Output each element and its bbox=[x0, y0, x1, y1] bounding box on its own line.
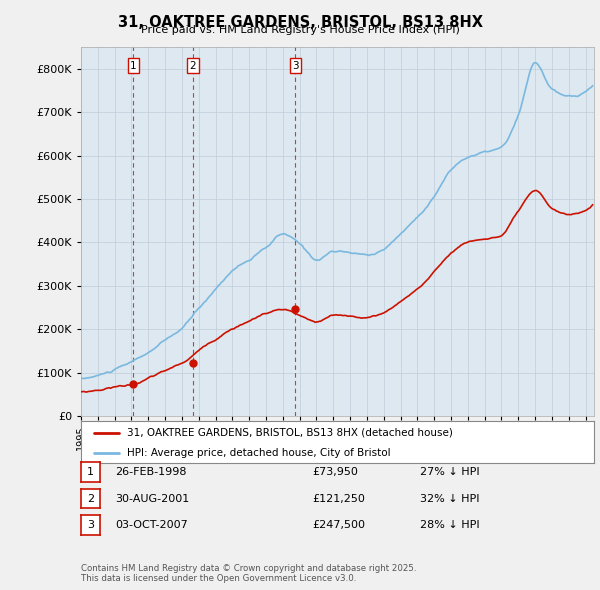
Text: 2: 2 bbox=[190, 61, 196, 71]
Text: 31, OAKTREE GARDENS, BRISTOL, BS13 8HX (detached house): 31, OAKTREE GARDENS, BRISTOL, BS13 8HX (… bbox=[127, 428, 453, 438]
Text: £121,250: £121,250 bbox=[312, 494, 365, 503]
Text: HPI: Average price, detached house, City of Bristol: HPI: Average price, detached house, City… bbox=[127, 448, 391, 457]
Text: 1: 1 bbox=[130, 61, 137, 71]
Text: 27% ↓ HPI: 27% ↓ HPI bbox=[420, 467, 479, 477]
Text: 1: 1 bbox=[87, 467, 94, 477]
Text: 3: 3 bbox=[292, 61, 299, 71]
Text: £247,500: £247,500 bbox=[312, 520, 365, 530]
Text: 32% ↓ HPI: 32% ↓ HPI bbox=[420, 494, 479, 503]
Text: 28% ↓ HPI: 28% ↓ HPI bbox=[420, 520, 479, 530]
Text: 26-FEB-1998: 26-FEB-1998 bbox=[115, 467, 187, 477]
Text: 2: 2 bbox=[87, 494, 94, 503]
Text: 30-AUG-2001: 30-AUG-2001 bbox=[115, 494, 190, 503]
Text: 03-OCT-2007: 03-OCT-2007 bbox=[115, 520, 188, 530]
Text: 31, OAKTREE GARDENS, BRISTOL, BS13 8HX: 31, OAKTREE GARDENS, BRISTOL, BS13 8HX bbox=[118, 15, 482, 30]
Text: 3: 3 bbox=[87, 520, 94, 530]
Text: Contains HM Land Registry data © Crown copyright and database right 2025.
This d: Contains HM Land Registry data © Crown c… bbox=[81, 563, 416, 583]
Text: Price paid vs. HM Land Registry's House Price Index (HPI): Price paid vs. HM Land Registry's House … bbox=[140, 25, 460, 35]
Text: £73,950: £73,950 bbox=[312, 467, 358, 477]
